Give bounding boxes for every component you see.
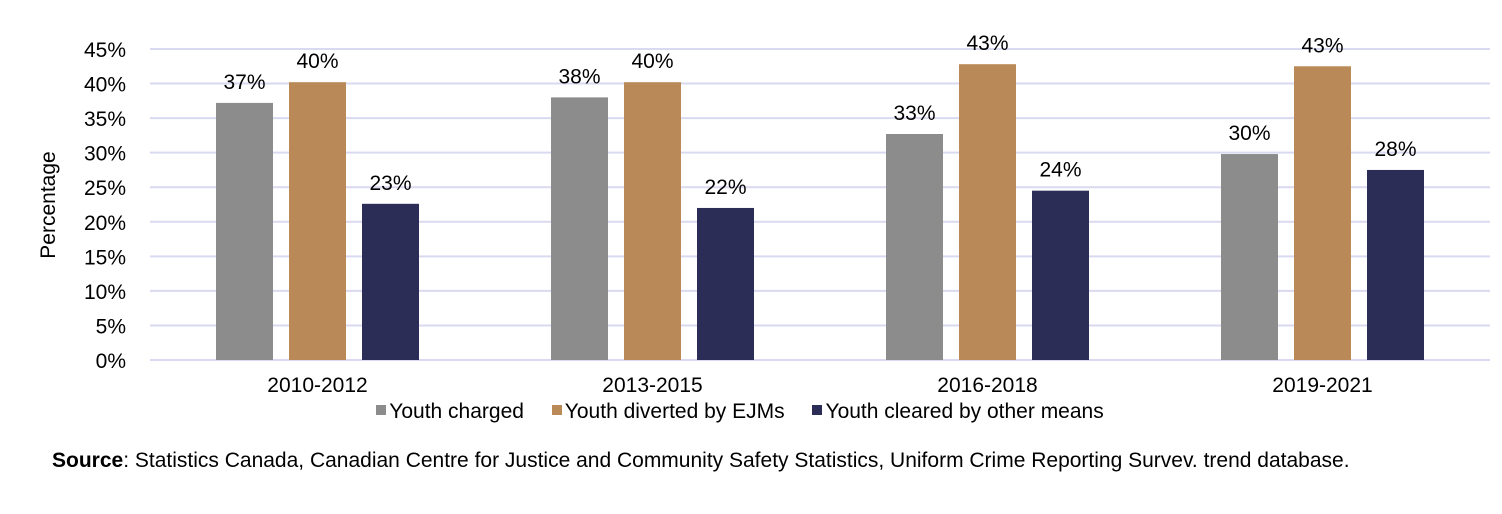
y-tick-label: 30% [84, 143, 126, 166]
legend-swatch [551, 405, 562, 416]
source-note: Source: Statistics Canada, Canadian Cent… [52, 446, 1472, 476]
y-tick-label: 25% [84, 177, 126, 200]
data-label: 43% [966, 32, 1008, 55]
legend-item-youth-cleared: Youth cleared by other means [812, 400, 1104, 424]
legend-swatch [812, 405, 823, 416]
legend-swatch [376, 405, 387, 416]
y-tick-label: 10% [84, 281, 126, 304]
data-label: 40% [296, 50, 338, 73]
y-tick-label: 35% [84, 108, 126, 131]
data-label: 43% [1301, 34, 1343, 57]
bar [886, 134, 943, 360]
y-tick-label: 45% [84, 39, 126, 62]
x-tick-label: 2013-2015 [602, 374, 702, 397]
bar [624, 82, 681, 360]
data-label: 33% [893, 102, 935, 125]
y-tick-label: 15% [84, 246, 126, 269]
data-label: 22% [704, 176, 746, 199]
bar [1221, 154, 1278, 360]
y-tick-label: 20% [84, 212, 126, 235]
legend-label: Youth cleared by other means [825, 400, 1104, 423]
data-label: 38% [558, 65, 600, 88]
bar [362, 203, 419, 360]
source-text: : Statistics Canada, Canadian Centre for… [123, 449, 1350, 472]
legend-item-youth-diverted: Youth diverted by EJMs [551, 400, 785, 424]
data-label: 40% [631, 50, 673, 73]
source-label: Source [52, 449, 124, 472]
legend-label: Youth charged [389, 400, 524, 423]
bar [959, 64, 1016, 361]
bar [1032, 190, 1089, 360]
data-label: 37% [223, 71, 265, 94]
legend-label: Youth diverted by EJMs [564, 400, 785, 423]
data-label: 30% [1228, 122, 1270, 145]
data-label: 23% [369, 172, 411, 195]
bar-chart: 0% 5% 10% 15% 20% 25% 30% 35% 40% 45% Percentage 20… [37, 32, 1490, 397]
bar [551, 97, 608, 360]
x-tick-label: 2010-2012 [267, 374, 367, 397]
data-label: 28% [1374, 138, 1416, 161]
bar [697, 207, 754, 360]
legend: Youth charged Youth diverted by EJMs You… [0, 400, 1502, 424]
bar [1294, 66, 1351, 361]
y-tick-label: 0% [96, 350, 126, 373]
bar [1367, 169, 1424, 360]
legend-item-youth-charged: Youth charged [376, 400, 524, 424]
x-tick-label: 2016-2018 [937, 374, 1037, 397]
y-tick-label: 40% [84, 74, 126, 97]
bar [216, 102, 273, 360]
y-tick-label: 5% [96, 315, 126, 338]
y-axis-title: Percentage [37, 151, 60, 258]
x-tick-label: 2019-2021 [1272, 374, 1372, 397]
data-label: 24% [1039, 159, 1081, 182]
bar [289, 82, 346, 360]
